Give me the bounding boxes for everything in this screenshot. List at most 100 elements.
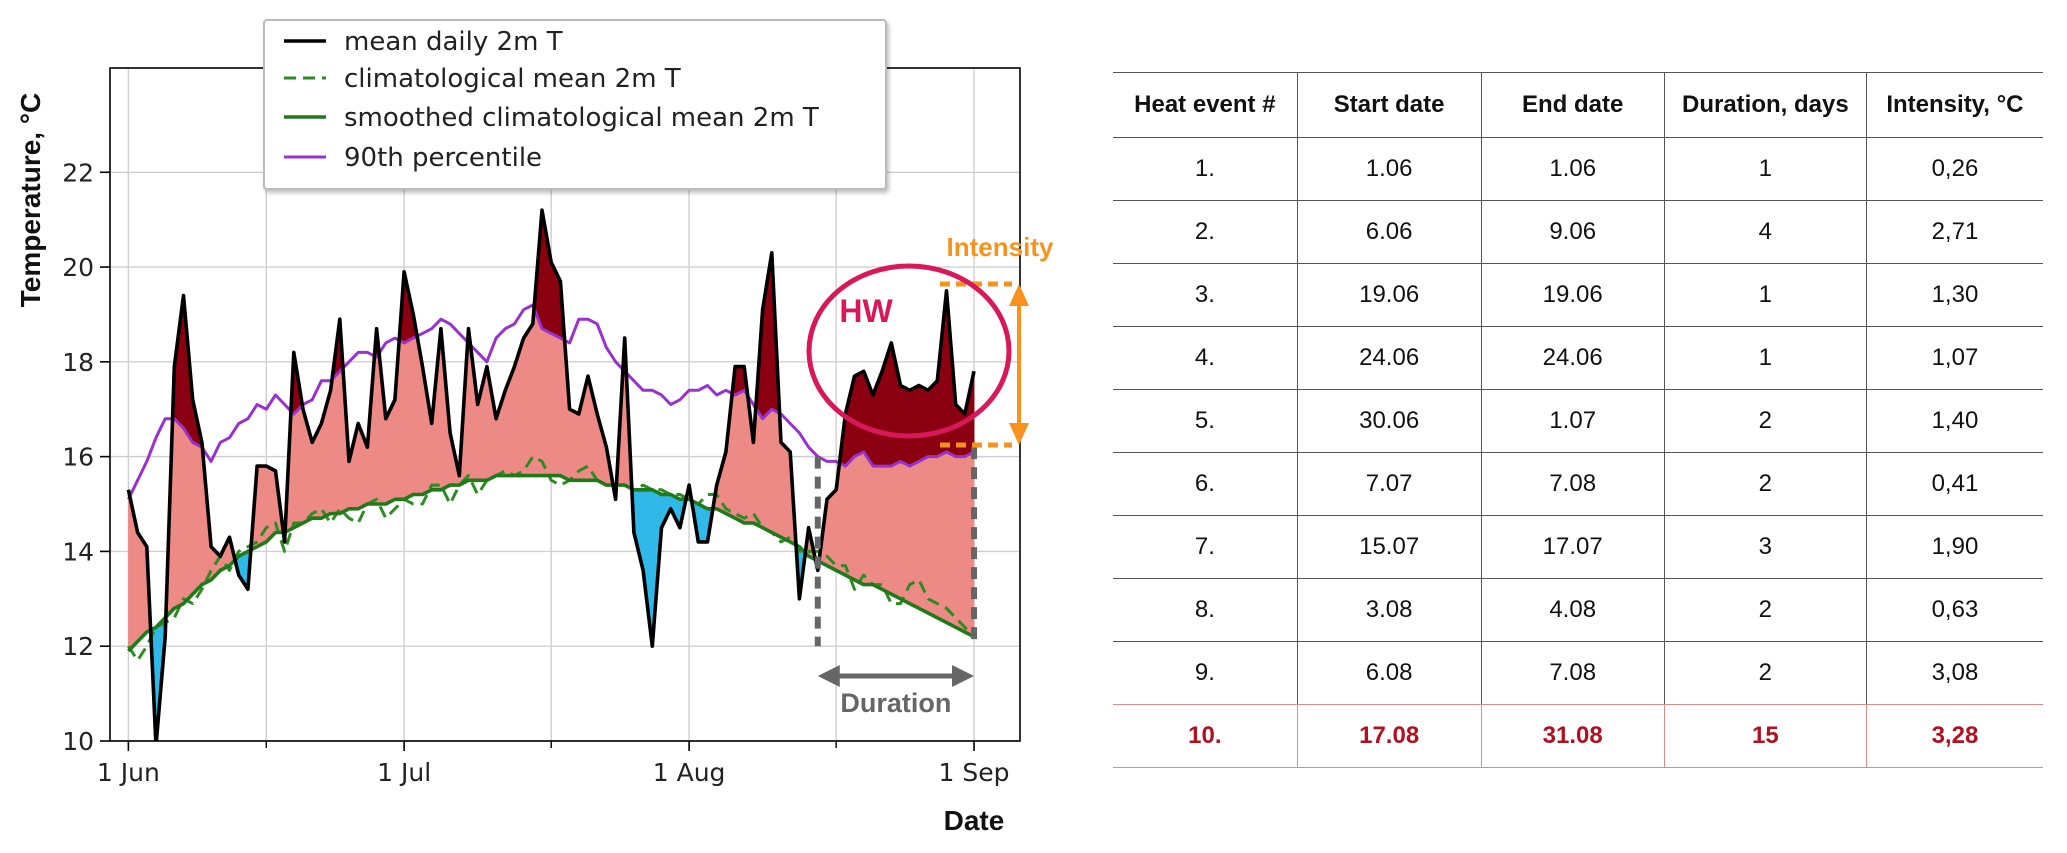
axis-ticks: 1 Jun 1 Jul 1 Aug 1 Sep 10 12 14 16 18 20 22 (62, 158, 1009, 787)
above-percentile-fill (854, 370, 865, 458)
duration-arrow-head-left (817, 665, 840, 687)
table-cell: 7. (1113, 515, 1298, 579)
warm-anomaly-fill (265, 465, 276, 543)
table-cell: 8. (1113, 578, 1298, 642)
table-cell: 17.07 (1480, 515, 1665, 579)
table-cell: 1.06 (1480, 137, 1665, 201)
x-tick-label: 1 Jun (97, 758, 160, 787)
heatwave-annotations: Duration Intensity HW (806, 232, 1054, 718)
table-cell: 1,90 (1865, 515, 2043, 579)
table-cell: 1,07 (1865, 326, 2043, 390)
y-axis-title: Temperature, °C (15, 93, 46, 308)
intensity-arrow-head-down (1009, 423, 1029, 445)
table-cell: 1 (1663, 137, 1867, 201)
table-cell: 9. (1113, 641, 1298, 705)
legend: mean daily 2m T climatological mean 2m T s… (263, 19, 887, 190)
table-cell: 1.06 (1296, 137, 1482, 201)
table-cell: 4.08 (1480, 578, 1665, 642)
table-cell: 15 (1663, 704, 1867, 768)
table-cell: 1 (1663, 326, 1867, 390)
table-cell: 0,63 (1865, 578, 2043, 642)
table-row: 4. 24.06 24.06 1 1,07 (1113, 326, 2043, 390)
table-cell: 1,40 (1865, 389, 2043, 453)
table-cell: 1 (1663, 263, 1867, 327)
table-cell: 2 (1663, 389, 1867, 453)
table-cell: 3. (1113, 263, 1298, 327)
x-axis-title: Date (944, 805, 1005, 836)
intensity-arrow-head-up (1009, 284, 1029, 306)
column-header: Start date (1296, 72, 1482, 138)
duration-label: Duration (840, 688, 951, 718)
legend-entry-label: smoothed climatological mean 2m T (344, 103, 819, 133)
legend-entry-label: climatological mean 2m T (344, 64, 681, 94)
table-cell: 15.07 (1296, 515, 1482, 579)
table-cell: 6. (1113, 452, 1298, 516)
table-cell: 19.06 (1480, 263, 1665, 327)
table-cell: 1. (1113, 137, 1298, 201)
table-cell: 6.08 (1296, 641, 1482, 705)
table-cell: 0,26 (1865, 137, 2043, 201)
above-percentile-fill (927, 380, 938, 457)
y-tick-label: 22 (62, 158, 94, 187)
table-cell: 4 (1663, 200, 1867, 264)
duration-arrow-head-right (952, 665, 975, 687)
hw-label: HW (839, 293, 893, 329)
table-row: 5. 30.06 1.07 2 1,40 (1113, 389, 2043, 453)
table-cell: 0,41 (1865, 452, 2043, 516)
table-cell: 30.06 (1296, 389, 1482, 453)
y-tick-label: 12 (62, 632, 94, 661)
heat-events-table: Heat event # Start date End date Duration, … (1113, 72, 2043, 768)
table-cell: 3 (1663, 515, 1867, 579)
table-cell: 10. (1113, 704, 1298, 768)
warm-anomaly-fill (523, 322, 534, 476)
table-cell: 7.08 (1480, 452, 1665, 516)
table-cell: 1,30 (1865, 263, 2043, 327)
table-row: 6. 7.07 7.08 2 0,41 (1113, 452, 2043, 516)
table-cell: 3,08 (1865, 641, 2043, 705)
table-cell: 2 (1663, 641, 1867, 705)
column-header: Heat event # (1113, 72, 1298, 138)
y-tick-label: 16 (62, 443, 94, 472)
table-header-row: Heat event # Start date End date Duration, … (1113, 72, 2043, 138)
table-cell: 2 (1663, 452, 1867, 516)
x-tick-label: 1 Jul (377, 758, 431, 787)
y-tick-label: 18 (62, 348, 94, 377)
temperature-chart: 1 Jun 1 Jul 1 Aug 1 Sep 10 12 14 16 18 20 22 Durat… (15, 19, 1054, 836)
column-header: Duration, days (1663, 72, 1867, 138)
legend-entry-label: 90th percentile (344, 143, 542, 173)
table-cell: 24.06 (1480, 326, 1665, 390)
table-cell: 9.06 (1480, 200, 1665, 264)
table-row: 3. 19.06 19.06 1 1,30 (1113, 263, 2043, 327)
series-line-2 (127, 473, 975, 653)
table-cell: 31.08 (1480, 704, 1665, 768)
table-cell: 7.07 (1296, 452, 1482, 516)
y-tick-label: 20 (62, 253, 94, 282)
table-cell: 3.08 (1296, 578, 1482, 642)
table-cell: 1.07 (1480, 389, 1665, 453)
y-tick-label: 10 (62, 727, 94, 756)
table-row: 8. 3.08 4.08 2 0,63 (1113, 578, 2043, 642)
table-cell: 7.08 (1480, 641, 1665, 705)
table-row: 1. 1.06 1.06 1 0,26 (1113, 137, 2043, 201)
series-line-1 (127, 455, 976, 662)
table-row: 10. 17.08 31.08 15 3,28 (1113, 704, 2043, 768)
table-cell: 2,71 (1865, 200, 2043, 264)
table-cell: 19.06 (1296, 263, 1482, 327)
series-lines (126, 208, 976, 741)
intensity-label: Intensity (947, 232, 1054, 262)
table-cell: 4. (1113, 326, 1298, 390)
table-row: 2. 6.06 9.06 4 2,71 (1113, 200, 2043, 264)
legend-box (263, 19, 887, 190)
above-percentile-fill (909, 385, 920, 467)
table-cell: 5. (1113, 389, 1298, 453)
table-cell: 2 (1663, 578, 1867, 642)
heatwave-circle (806, 263, 1012, 439)
table-row: 7. 15.07 17.07 3 1,90 (1113, 515, 2043, 579)
x-tick-label: 1 Sep (939, 758, 1010, 787)
table-cell: 6.06 (1296, 200, 1482, 264)
column-header: Intensity, °C (1865, 72, 2043, 138)
series-line-3 (127, 303, 975, 500)
column-header: End date (1480, 72, 1665, 138)
table-cell: 24.06 (1296, 326, 1482, 390)
legend-entry-label: mean daily 2m T (344, 27, 563, 57)
